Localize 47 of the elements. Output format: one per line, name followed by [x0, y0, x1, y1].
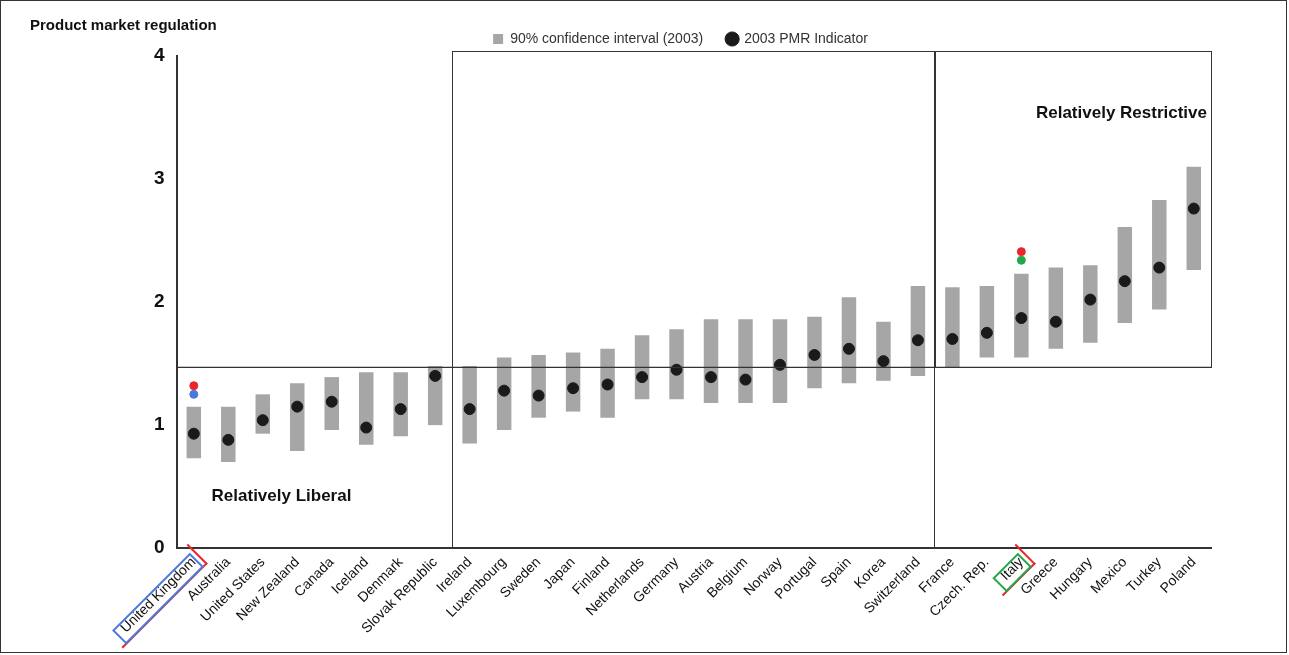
point	[498, 384, 511, 397]
bar	[1152, 199, 1167, 310]
point	[739, 373, 752, 386]
y-tick-label: 1	[153, 413, 165, 435]
point	[1153, 261, 1166, 274]
y-tick-label: 0	[153, 536, 165, 558]
point	[705, 371, 718, 384]
point	[842, 342, 855, 355]
point	[567, 382, 580, 395]
y-tick-label: 2	[153, 290, 165, 312]
point	[394, 403, 407, 416]
point	[325, 395, 338, 408]
y-axis-title: Product market regulation	[30, 16, 217, 33]
point	[1187, 202, 1200, 215]
point	[187, 427, 200, 440]
y-tick-label: 4	[153, 44, 165, 66]
legend-label: 2003 PMR Indicator	[744, 29, 869, 46]
point	[189, 389, 199, 399]
point	[980, 326, 993, 339]
bar	[910, 286, 926, 376]
bar	[1014, 273, 1029, 358]
bar	[738, 319, 753, 403]
x-tick-label: Italy	[996, 553, 1027, 584]
point	[911, 334, 924, 347]
point	[808, 348, 821, 361]
point	[946, 332, 959, 345]
bar	[945, 287, 960, 368]
point	[222, 433, 235, 446]
point	[189, 381, 199, 391]
annotation: Relatively Liberal	[211, 486, 352, 506]
point	[1015, 312, 1028, 325]
point	[429, 369, 442, 382]
y-tick-label: 3	[153, 167, 165, 189]
bar	[1117, 227, 1133, 323]
point	[360, 421, 373, 434]
legend-label: 90% confidence interval (2003)	[510, 29, 704, 46]
point	[601, 378, 614, 391]
point	[877, 355, 890, 368]
bar	[703, 319, 719, 403]
point	[463, 403, 476, 416]
point	[1049, 315, 1062, 328]
point	[291, 400, 304, 413]
bar	[1186, 166, 1201, 271]
annotation: Relatively Restrictive	[1035, 102, 1207, 122]
point	[532, 389, 545, 402]
point	[1118, 275, 1131, 288]
point	[636, 371, 649, 384]
